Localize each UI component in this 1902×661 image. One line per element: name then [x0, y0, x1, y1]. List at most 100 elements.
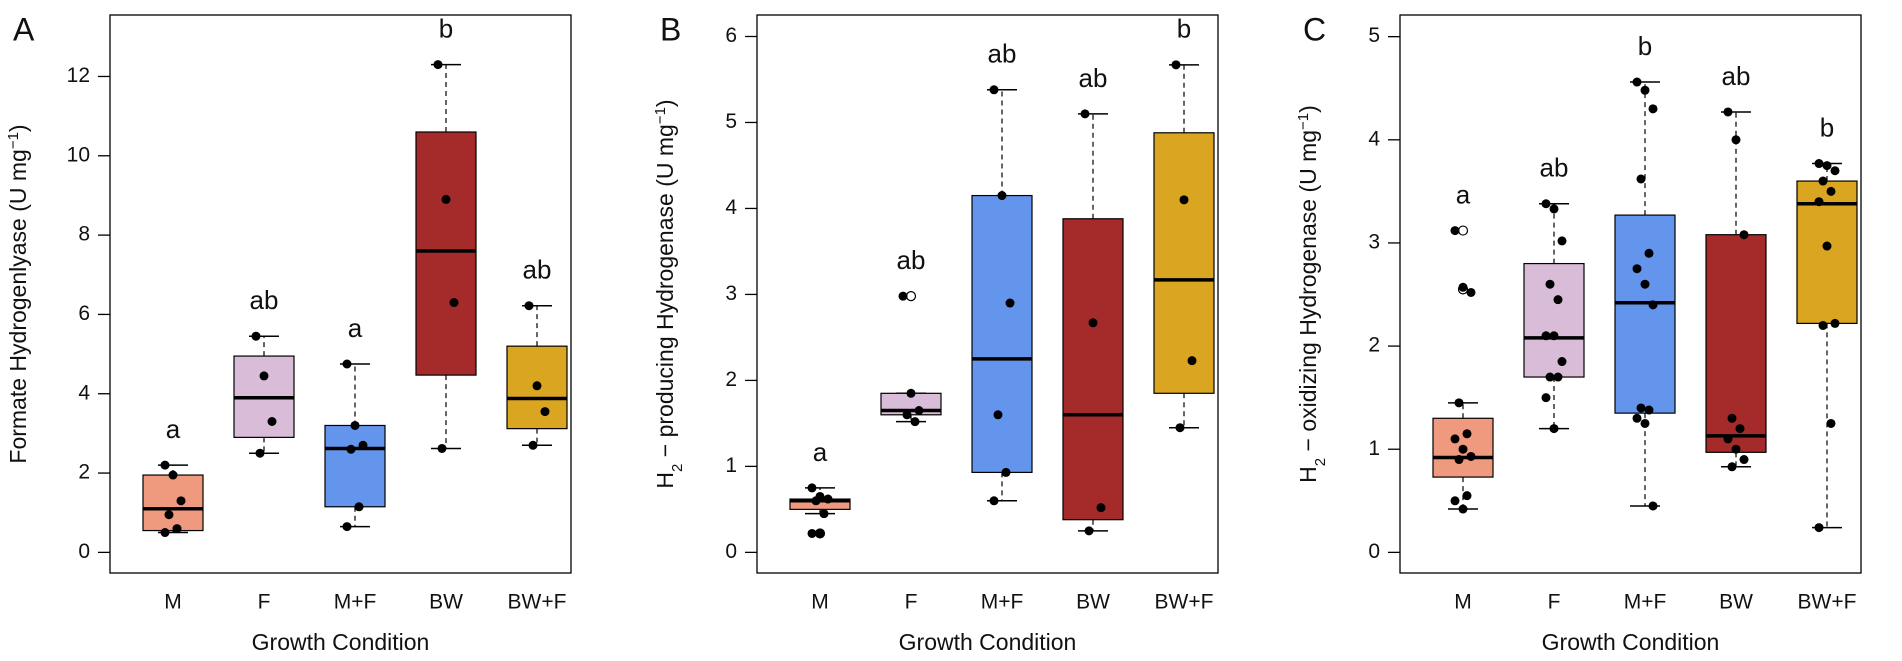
y-axis-label-part: H	[1295, 466, 1321, 483]
data-point	[1739, 230, 1749, 240]
y-axis-label: Formate Hydrogenlyase (U mg−1)	[5, 124, 32, 463]
y-tick-label: 4	[725, 196, 737, 219]
significance-letter: ab	[1079, 63, 1108, 93]
data-point	[807, 528, 817, 538]
significance-letter: ab	[1540, 153, 1569, 183]
data-point	[1557, 357, 1567, 367]
data-point	[1648, 501, 1658, 511]
data-point	[989, 85, 999, 95]
data-point	[1175, 423, 1185, 433]
panel-label: A	[13, 11, 35, 47]
y-tick-label: 4	[1368, 127, 1380, 150]
x-axis-label: Growth Condition	[252, 629, 430, 655]
y-tick-label: 0	[725, 540, 737, 563]
y-axis-label-part: − producing Hydrogenase (U mg	[652, 124, 678, 463]
x-tick-label: BW	[1719, 591, 1753, 614]
y-axis-label-part: − oxidizing Hydrogenase (U mg	[1295, 130, 1321, 458]
box	[142, 474, 204, 532]
data-point	[1171, 60, 1181, 70]
x-tick-label: M	[164, 591, 182, 614]
x-tick-label: BW+F	[508, 591, 567, 614]
x-tick-label: M	[811, 591, 829, 614]
data-point	[524, 301, 534, 311]
data-point	[823, 494, 833, 504]
data-point	[1466, 451, 1476, 461]
data-point	[354, 502, 364, 512]
significance-letter: ab	[250, 285, 279, 315]
significance-letter: b	[439, 13, 453, 43]
y-axis-label-part: 2	[1312, 458, 1329, 466]
data-point	[910, 417, 920, 427]
data-point	[1735, 424, 1745, 434]
outlier	[1457, 225, 1469, 236]
data-point	[433, 60, 443, 70]
y-axis-label-part: )	[652, 99, 678, 107]
plot-frame	[1399, 14, 1862, 574]
data-point	[1727, 413, 1737, 423]
data-point	[1450, 226, 1460, 236]
x-tick-label: BW+F	[1155, 591, 1214, 614]
y-axis-label-part: −1	[652, 107, 669, 124]
data-point	[449, 298, 459, 308]
significance-letter: a	[1456, 179, 1471, 209]
data-point	[1814, 159, 1824, 169]
data-point	[441, 194, 451, 204]
significance-letter: a	[166, 414, 181, 444]
x-tick-label: M	[1454, 591, 1472, 614]
data-point	[1454, 398, 1464, 408]
data-point	[1632, 413, 1642, 423]
data-point	[172, 524, 182, 534]
y-axis-label-part: 2	[669, 464, 686, 472]
data-point	[989, 496, 999, 506]
data-point	[1553, 295, 1563, 305]
y-tick-label: 2	[1368, 334, 1380, 357]
x-tick-label: F	[905, 591, 918, 614]
data-point	[1462, 491, 1472, 501]
data-point	[1640, 279, 1650, 289]
x-tick-label: BW	[1076, 591, 1110, 614]
significance-letter: ab	[897, 245, 926, 275]
data-point	[1549, 331, 1559, 341]
x-axis-label: Growth Condition	[1542, 629, 1720, 655]
data-point	[1632, 77, 1642, 87]
data-point	[914, 406, 924, 416]
box	[1062, 218, 1124, 521]
data-point	[251, 331, 261, 341]
data-point	[902, 410, 912, 420]
data-point	[267, 417, 277, 427]
x-axis-label: Growth Condition	[899, 629, 1077, 655]
data-point	[1096, 503, 1106, 513]
data-point	[1466, 287, 1476, 297]
data-point	[176, 496, 186, 506]
x-tick-label: M+F	[981, 591, 1024, 614]
significance-letter: a	[813, 437, 828, 467]
y-tick-label: 2	[725, 368, 737, 391]
data-point	[1080, 109, 1090, 119]
data-point	[815, 528, 825, 538]
y-tick-label: 3	[1368, 230, 1380, 253]
data-point	[1731, 135, 1741, 145]
outlier	[905, 291, 917, 302]
data-point	[898, 291, 908, 301]
data-point	[1088, 318, 1098, 328]
data-point	[1636, 403, 1646, 413]
y-tick-label: 6	[725, 24, 737, 47]
data-point	[540, 407, 550, 417]
data-point	[1545, 372, 1555, 382]
data-point	[1179, 195, 1189, 205]
data-point	[342, 522, 352, 532]
data-point	[1557, 236, 1567, 246]
data-point	[259, 371, 269, 381]
data-point	[1553, 372, 1563, 382]
y-axis-label: H2 − oxidizing Hydrogenase (U mg−1)	[1295, 105, 1329, 483]
data-point	[1541, 393, 1551, 403]
panel: A 0 2 4 6 8 10 12 Formate Hydrogenlyase (U mg−1)…	[5, 11, 572, 655]
y-tick-label: 1	[1368, 437, 1380, 460]
data-point	[532, 381, 542, 391]
y-tick-label: 4	[78, 381, 90, 404]
y-tick-label: 2	[78, 461, 90, 484]
data-point	[906, 388, 916, 398]
